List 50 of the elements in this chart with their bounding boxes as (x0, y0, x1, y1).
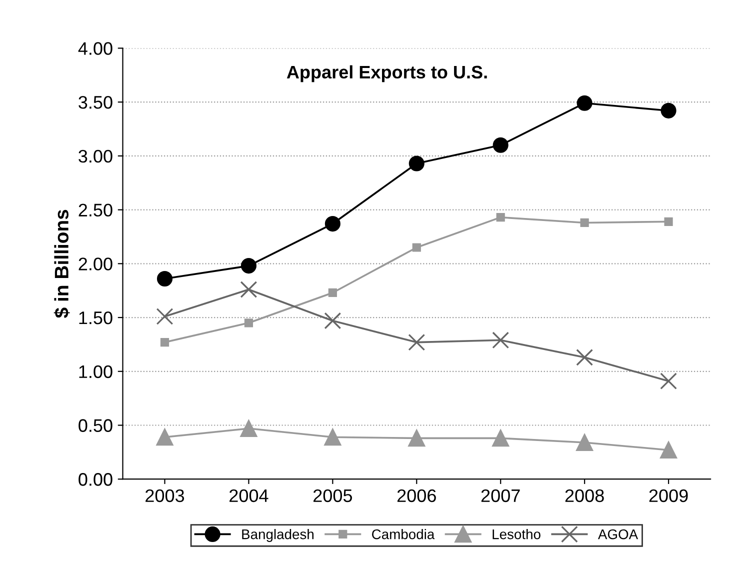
point (408, 156, 424, 172)
x-tick-label: 2009 (649, 489, 688, 502)
point (156, 308, 174, 325)
point (576, 348, 594, 366)
legend-label: Bangladesh (242, 529, 314, 542)
point (240, 420, 258, 437)
point (496, 213, 505, 222)
y-tick-label: 3.50 (78, 96, 112, 109)
point (244, 318, 254, 328)
point (492, 137, 508, 153)
point (328, 288, 337, 298)
point (240, 281, 258, 298)
x-tick-label: 2005 (314, 489, 352, 502)
y-tick-label: 4.00 (78, 42, 112, 55)
y-tick-label: 1.00 (79, 365, 112, 378)
x-tick-label: 2003 (146, 489, 184, 502)
point (408, 334, 426, 351)
point (664, 217, 673, 226)
point (660, 442, 678, 458)
point (160, 338, 170, 347)
y-tick-label: 2.00 (78, 258, 112, 270)
point (580, 218, 589, 228)
x-tick-label: 2004 (230, 489, 268, 502)
x-tick-label: 2008 (565, 489, 604, 502)
legend-label: Cambodia (372, 529, 435, 540)
y-tick-label: 1.50 (79, 311, 112, 324)
legend-label: Lesotho (492, 529, 540, 540)
point (576, 434, 594, 451)
point (408, 430, 426, 447)
point (576, 95, 592, 111)
point (324, 216, 340, 232)
point (156, 428, 174, 446)
y-tick-label: 3.00 (78, 150, 112, 163)
point (492, 430, 510, 447)
y-tick-label: 0.00 (78, 473, 112, 486)
x-tick-label: 2006 (397, 489, 436, 502)
point (156, 270, 173, 287)
legend-label: AGOA (598, 529, 638, 540)
point (660, 102, 676, 118)
point (660, 372, 678, 390)
point (412, 243, 421, 252)
y-tick-label: 0.50 (78, 419, 112, 432)
x-tick-label: 2007 (481, 489, 520, 502)
point (492, 332, 510, 349)
y-tick-label: 2.50 (78, 204, 112, 217)
point (240, 258, 256, 274)
text: Apparel Exports to U.S. (286, 65, 487, 82)
point (324, 428, 342, 446)
point (324, 312, 342, 330)
y-axis-title: $ in Billions (54, 210, 70, 318)
